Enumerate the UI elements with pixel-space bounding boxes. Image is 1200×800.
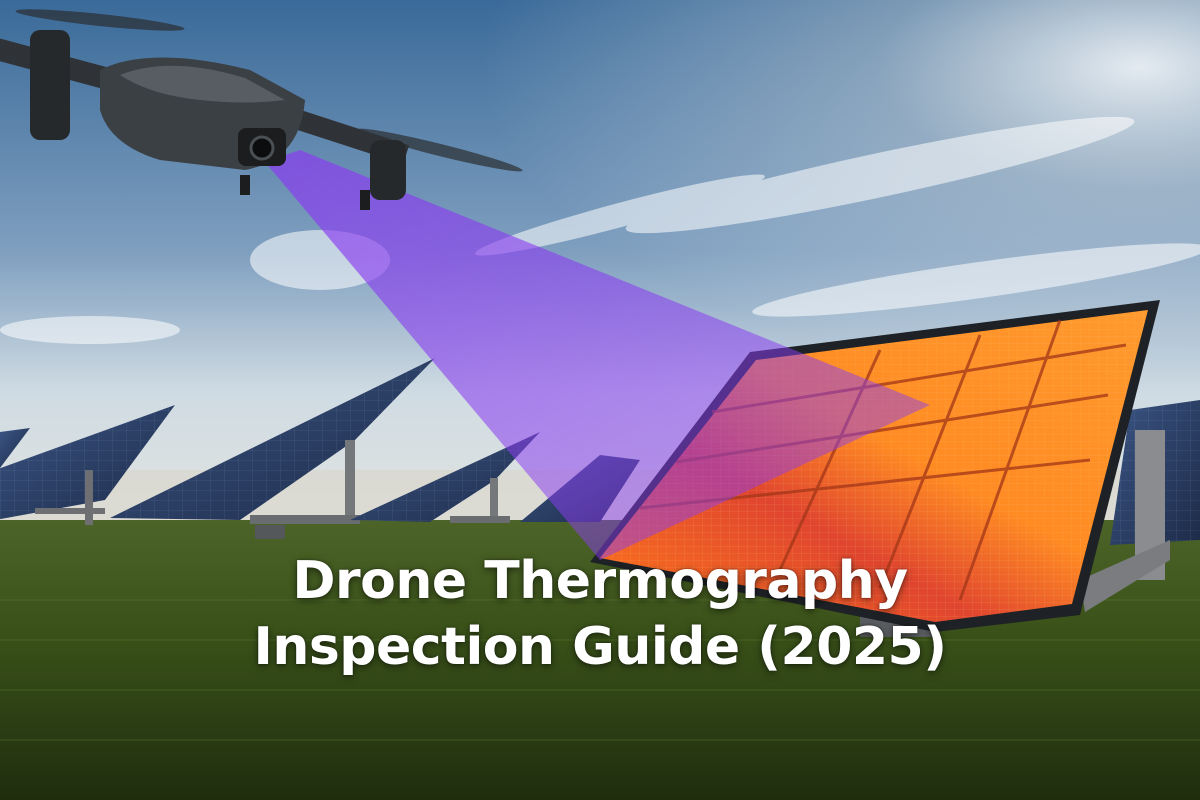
solar-panel-mid-left [110, 358, 435, 539]
hero-title: Drone Thermography Inspection Guide (202… [0, 548, 1200, 680]
hero-title-line-1: Drone Thermography [292, 551, 908, 611]
solar-panel-far-left [0, 428, 30, 468]
drone [0, 9, 523, 210]
solar-panel-left [0, 405, 175, 525]
clouds [0, 116, 1200, 344]
thermal-scan-beam [265, 150, 930, 560]
solar-panel-center [350, 432, 540, 523]
hero-title-line-2: Inspection Guide (2025) [253, 617, 947, 677]
